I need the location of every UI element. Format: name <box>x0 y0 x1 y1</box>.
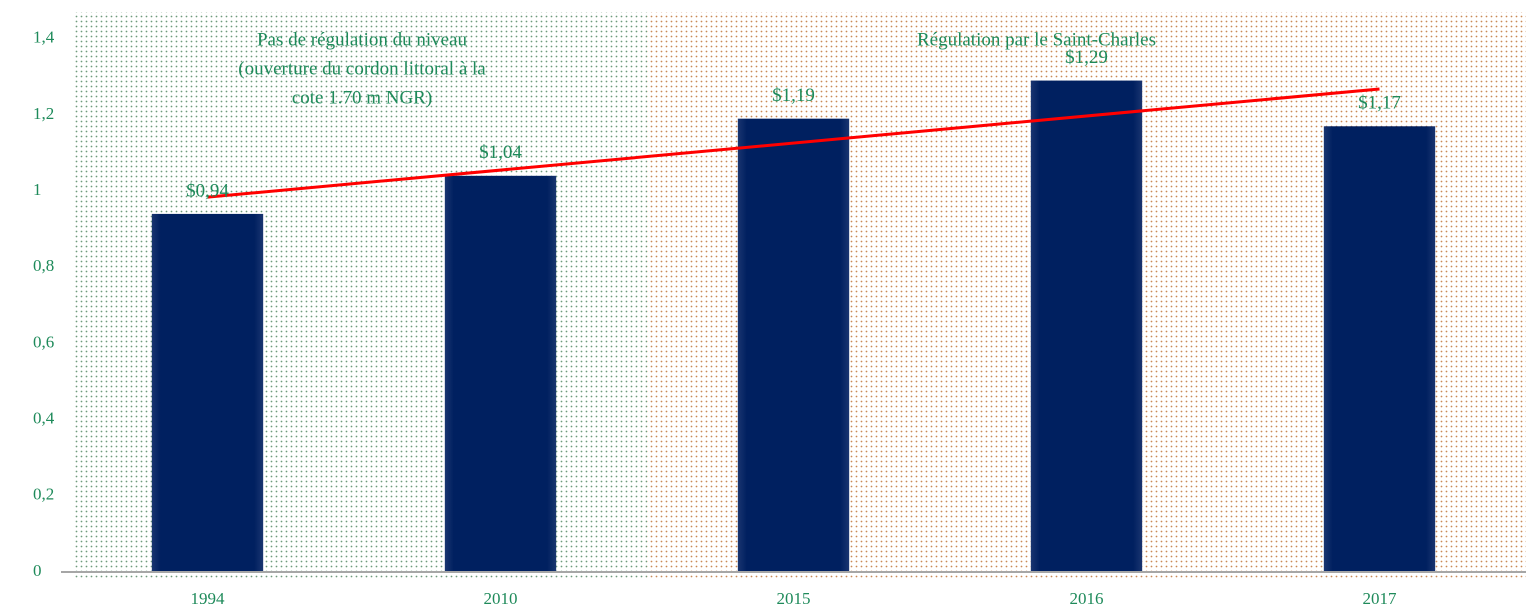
bar <box>151 213 264 572</box>
x-tick-label: 2017 <box>1363 589 1398 608</box>
bar <box>444 175 557 573</box>
region-label: Pas de régulation du niveau <box>257 29 468 50</box>
y-tick-label: 0,2 <box>33 485 54 504</box>
bar <box>1030 80 1143 573</box>
value-label: $0,94 <box>186 180 229 201</box>
value-label: $1,29 <box>1065 47 1108 68</box>
value-label: $1,04 <box>479 142 522 163</box>
x-tick-label: 2015 <box>777 589 811 608</box>
y-tick-label: 0,4 <box>33 409 55 428</box>
x-tick-label: 2016 <box>1070 589 1104 608</box>
y-tick-label: 1,2 <box>33 104 54 123</box>
value-label: $1,17 <box>1358 93 1401 114</box>
region-label: cote 1.70 m NGR) <box>292 87 432 108</box>
bar <box>1323 126 1436 573</box>
y-tick-label: 0,8 <box>33 256 54 275</box>
region-label: (ouverture du cordon littoral à la <box>238 58 486 79</box>
x-tick-label: 1994 <box>191 589 226 608</box>
trendline <box>207 87 1380 199</box>
value-label: $1,19 <box>772 85 815 106</box>
y-tick-label: 1,4 <box>33 28 55 47</box>
x-tick-label: 2010 <box>484 589 518 608</box>
region-label: Régulation par le Saint-Charles <box>917 29 1156 50</box>
bar <box>737 118 850 573</box>
y-tick-label: 0,6 <box>33 332 54 351</box>
y-tick-label: 1 <box>33 180 42 199</box>
y-tick-label: 0 <box>33 561 42 580</box>
